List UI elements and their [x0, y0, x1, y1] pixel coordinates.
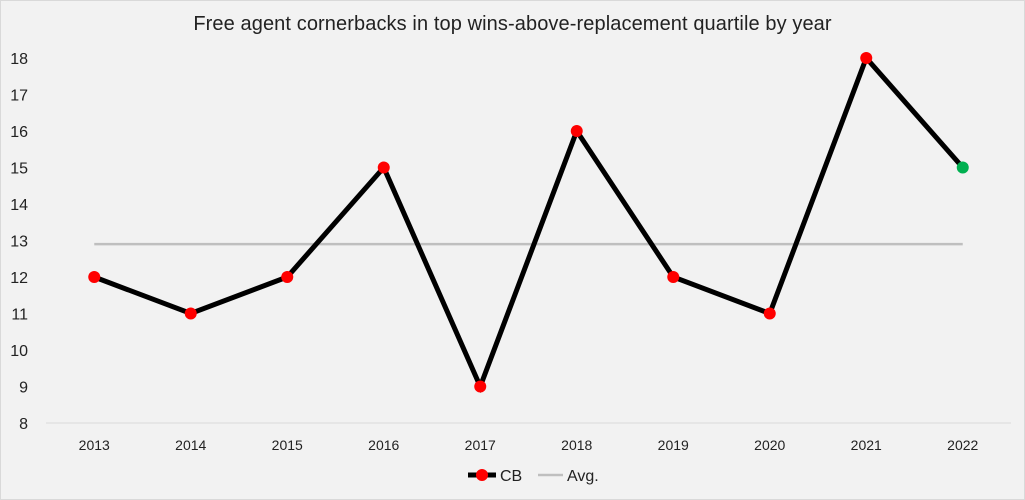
- cb-data-point: [88, 271, 101, 283]
- y-tick-label: 12: [10, 270, 28, 287]
- legend-cb-swatch-marker: [476, 469, 488, 481]
- y-tick-label: 16: [10, 124, 28, 141]
- y-tick-label: 11: [11, 307, 28, 324]
- x-tick-label: 2018: [561, 437, 592, 453]
- cb-data-point: [570, 125, 583, 137]
- x-tick-label: 2022: [947, 437, 978, 453]
- cb-data-point: [474, 380, 487, 393]
- x-tick-label: 2015: [272, 437, 303, 453]
- cb-data-point: [860, 52, 873, 64]
- legend-avg-label: Avg.: [567, 468, 599, 485]
- legend-cb-label: CB: [500, 468, 522, 485]
- y-tick-label: 10: [10, 343, 28, 360]
- y-tick-label: 17: [10, 88, 28, 105]
- y-tick-label: 13: [10, 234, 28, 251]
- cb-series-line: [93, 53, 965, 394]
- x-tick-label: 2016: [368, 437, 399, 453]
- x-tick-label: 2017: [465, 437, 496, 453]
- cb-data-point: [377, 161, 390, 174]
- y-tick-label: 15: [10, 161, 28, 178]
- x-tick-label: 2013: [79, 437, 110, 453]
- y-tick-label: 18: [10, 51, 28, 68]
- chart-title: Free agent cornerbacks in top wins-above…: [193, 13, 832, 35]
- y-tick-label: 14: [10, 197, 28, 214]
- x-tick-label: 2021: [851, 437, 882, 453]
- y-tick-label: 8: [19, 416, 28, 433]
- cb-data-point: [763, 307, 776, 320]
- y-tick-label: 9: [19, 380, 28, 397]
- cb-data-point: [667, 271, 680, 283]
- x-tick-label: 2019: [658, 437, 689, 453]
- cb-data-point: [281, 271, 294, 283]
- cb-data-point: [184, 307, 197, 320]
- x-tick-label: 2014: [175, 437, 206, 453]
- x-tick-label: 2020: [754, 437, 785, 453]
- cb-data-point: [956, 161, 969, 174]
